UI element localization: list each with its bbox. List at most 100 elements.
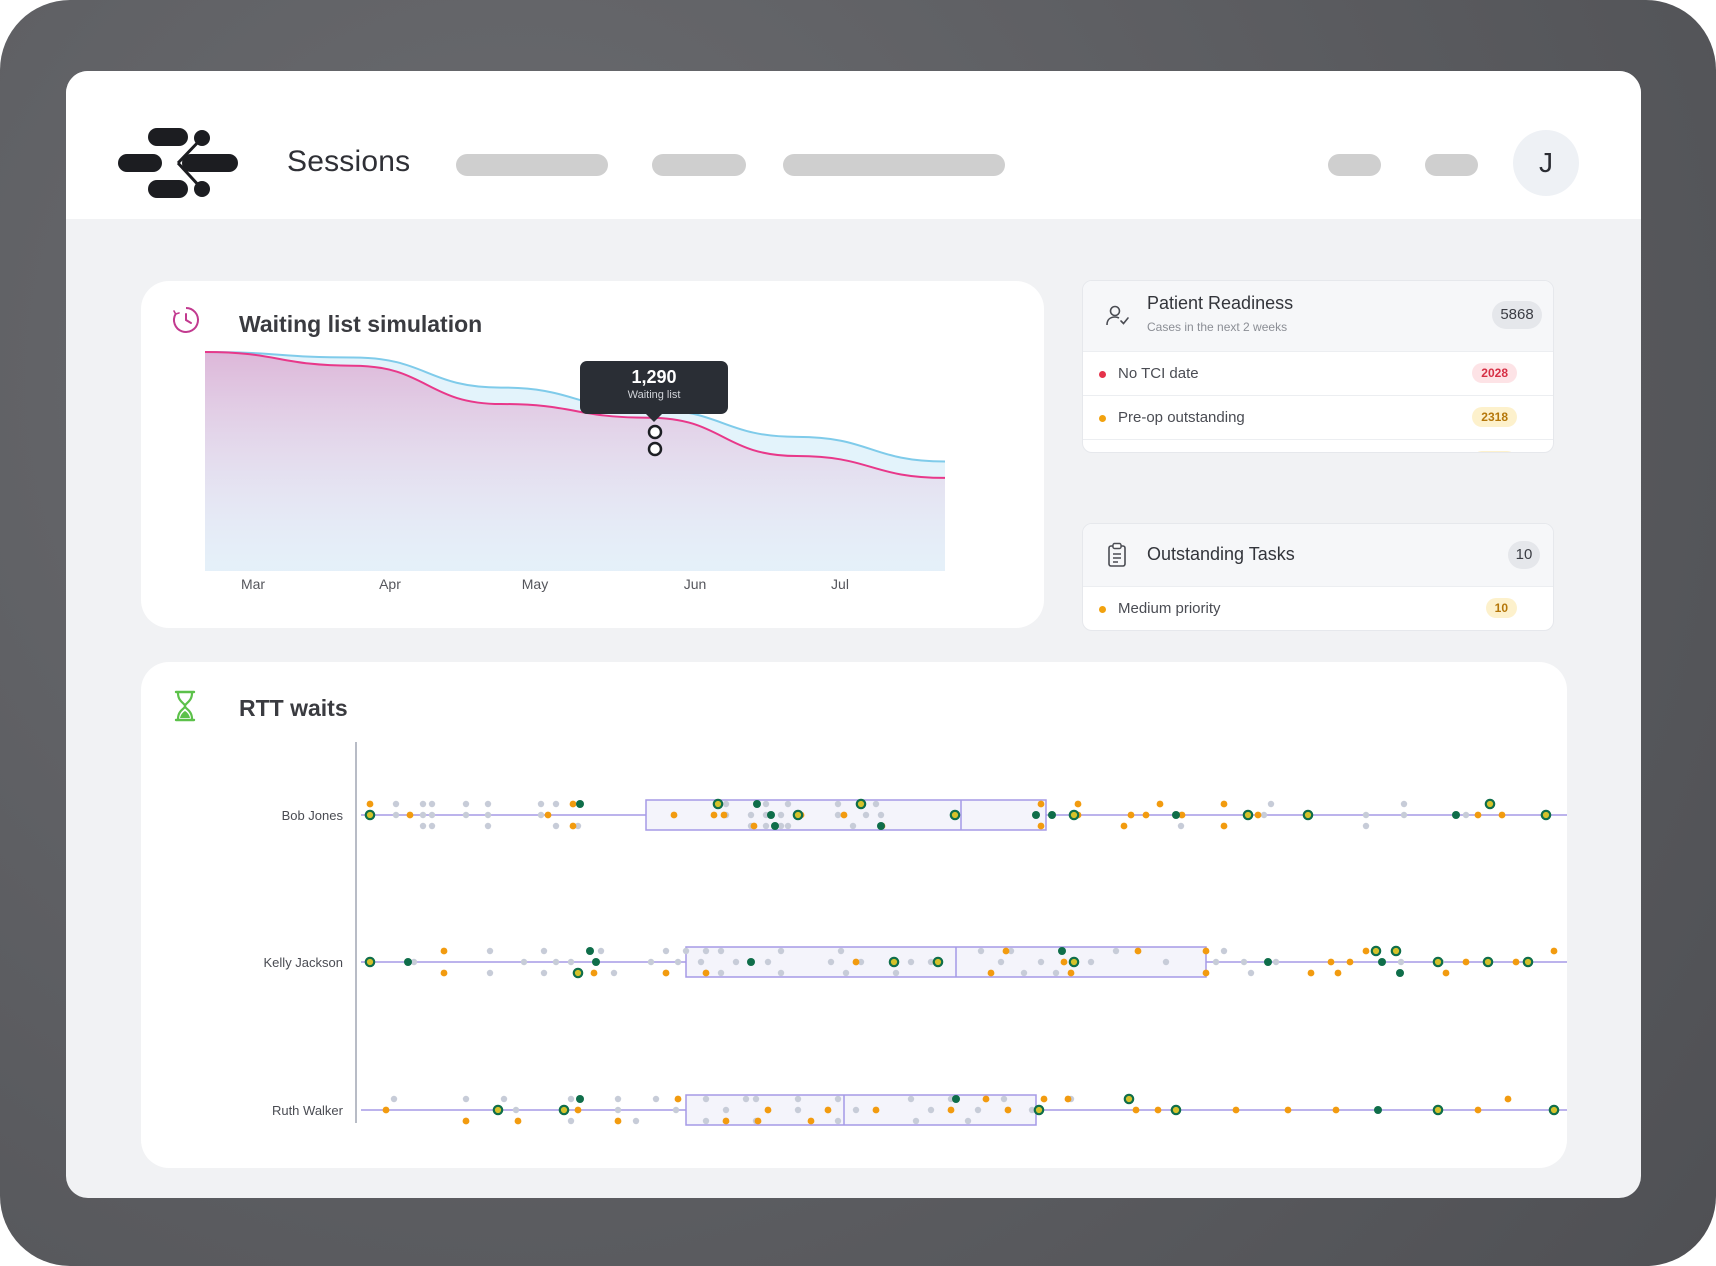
data-point[interactable]: [1334, 969, 1342, 977]
data-point[interactable]: [717, 947, 725, 955]
data-point[interactable]: [840, 811, 848, 819]
data-point[interactable]: [590, 969, 598, 977]
data-point[interactable]: [419, 800, 427, 808]
data-point[interactable]: [674, 1095, 682, 1103]
data-point[interactable]: [1362, 811, 1370, 819]
data-point[interactable]: [1058, 947, 1066, 955]
data-point[interactable]: [1396, 969, 1404, 977]
data-point[interactable]: [512, 1106, 520, 1114]
data-point[interactable]: [1484, 798, 1496, 810]
data-point[interactable]: [827, 958, 835, 966]
data-point[interactable]: [552, 822, 560, 830]
data-point[interactable]: [974, 1106, 982, 1114]
data-point[interactable]: [1032, 811, 1040, 819]
data-point[interactable]: [754, 1117, 762, 1125]
data-point[interactable]: [586, 947, 594, 955]
data-point[interactable]: [1220, 800, 1228, 808]
data-point[interactable]: [567, 1117, 575, 1125]
data-point[interactable]: [1162, 958, 1170, 966]
data-point[interactable]: [1332, 1106, 1340, 1114]
data-point[interactable]: [440, 969, 448, 977]
data-point[interactable]: [1522, 956, 1534, 968]
data-point[interactable]: [1064, 1095, 1072, 1103]
list-item[interactable]: Missing consent1522: [1083, 439, 1553, 452]
data-point[interactable]: [492, 1104, 504, 1116]
data-point[interactable]: [892, 969, 900, 977]
data-point[interactable]: [834, 800, 842, 808]
data-point[interactable]: [406, 811, 414, 819]
data-point[interactable]: [912, 1117, 920, 1125]
data-point[interactable]: [1134, 947, 1142, 955]
data-point[interactable]: [1120, 822, 1128, 830]
data-point[interactable]: [537, 811, 545, 819]
data-point[interactable]: [419, 822, 427, 830]
data-point[interactable]: [849, 822, 857, 830]
data-point[interactable]: [366, 800, 374, 808]
data-point[interactable]: [614, 1106, 622, 1114]
data-point[interactable]: [1087, 958, 1095, 966]
data-point[interactable]: [1260, 811, 1268, 819]
data-point[interactable]: [987, 969, 995, 977]
data-point[interactable]: [1220, 822, 1228, 830]
data-point[interactable]: [762, 800, 770, 808]
data-point[interactable]: [1302, 809, 1314, 821]
data-point[interactable]: [674, 958, 682, 966]
data-point[interactable]: [462, 811, 470, 819]
data-point[interactable]: [1020, 969, 1028, 977]
data-point[interactable]: [702, 969, 710, 977]
data-point[interactable]: [807, 1117, 815, 1125]
data-point[interactable]: [1400, 800, 1408, 808]
data-point[interactable]: [1272, 958, 1280, 966]
data-point[interactable]: [1037, 958, 1045, 966]
data-point[interactable]: [852, 958, 860, 966]
data-point[interactable]: [1264, 958, 1272, 966]
data-point[interactable]: [1060, 958, 1068, 966]
data-point[interactable]: [834, 1117, 842, 1125]
data-point[interactable]: [404, 958, 412, 966]
data-point[interactable]: [855, 798, 867, 810]
list-item[interactable]: Pre-op outstanding 2318: [1083, 395, 1553, 440]
data-point[interactable]: [1548, 1104, 1560, 1116]
data-point[interactable]: [1156, 800, 1164, 808]
data-point[interactable]: [569, 800, 577, 808]
data-point[interactable]: [1504, 1095, 1512, 1103]
data-point[interactable]: [927, 1106, 935, 1114]
data-point[interactable]: [567, 958, 575, 966]
data-point[interactable]: [747, 811, 755, 819]
data-point[interactable]: [1004, 1106, 1012, 1114]
data-point[interactable]: [500, 1095, 508, 1103]
data-point[interactable]: [1142, 811, 1150, 819]
data-point[interactable]: [888, 956, 900, 968]
data-point[interactable]: [949, 809, 961, 821]
data-point[interactable]: [662, 969, 670, 977]
data-point[interactable]: [1462, 811, 1470, 819]
data-point[interactable]: [1232, 1106, 1240, 1114]
data-point[interactable]: [1482, 956, 1494, 968]
data-point[interactable]: [794, 1106, 802, 1114]
data-point[interactable]: [1400, 811, 1408, 819]
data-point[interactable]: [382, 1106, 390, 1114]
data-point[interactable]: [750, 822, 758, 830]
data-point[interactable]: [540, 969, 548, 977]
data-point[interactable]: [552, 800, 560, 808]
data-point[interactable]: [576, 800, 584, 808]
data-point[interactable]: [462, 1117, 470, 1125]
data-point[interactable]: [717, 969, 725, 977]
data-point[interactable]: [614, 1095, 622, 1103]
data-point[interactable]: [1068, 956, 1080, 968]
data-point[interactable]: [762, 822, 770, 830]
data-point[interactable]: [1127, 811, 1135, 819]
data-point[interactable]: [1037, 822, 1045, 830]
data-point[interactable]: [558, 1104, 570, 1116]
data-point[interactable]: [592, 958, 600, 966]
data-point[interactable]: [574, 1106, 582, 1114]
data-point[interactable]: [1307, 969, 1315, 977]
data-point[interactable]: [1390, 945, 1402, 957]
data-point[interactable]: [428, 811, 436, 819]
data-point[interactable]: [1154, 1106, 1162, 1114]
nav-item-2[interactable]: [652, 154, 746, 176]
data-point[interactable]: [1172, 811, 1180, 819]
data-point[interactable]: [1000, 1095, 1008, 1103]
data-point[interactable]: [1432, 1104, 1444, 1116]
data-point[interactable]: [702, 947, 710, 955]
